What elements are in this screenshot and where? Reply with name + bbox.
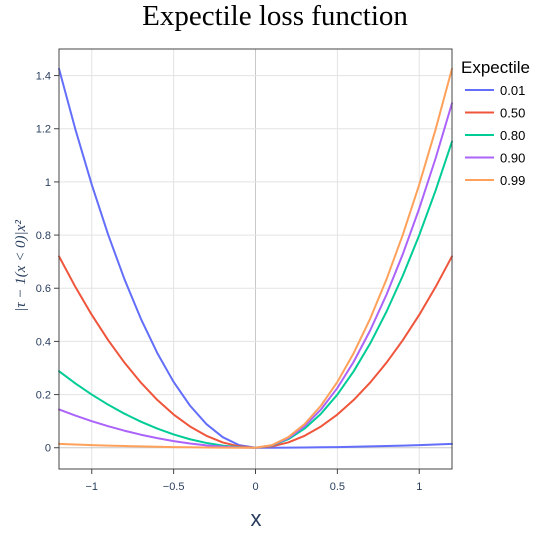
legend-item-0-50[interactable]: 0.50 [465, 106, 525, 121]
series-lines [58, 67, 453, 449]
y-tick-label: 0.2 [36, 390, 51, 402]
legend-item-0-90[interactable]: 0.90 [465, 151, 525, 166]
x-tick-label: 0.5 [330, 481, 345, 493]
legend[interactable]: Expectile 0.01 0.50 0.80 0.90 0.99 [461, 58, 530, 188]
y-axis-label: |τ − 1(x < 0)|x² [13, 220, 29, 312]
y-tick-label: 1.2 [36, 124, 51, 136]
x-axis-label: x [251, 506, 262, 531]
y-tick-label: 0.4 [36, 336, 51, 348]
legend-label: 0.99 [500, 173, 525, 188]
legend-label: 0.80 [500, 128, 525, 143]
axes [54, 75, 420, 474]
y-tick-label: 0 [45, 443, 51, 455]
y-tick-label: 1 [45, 177, 51, 189]
x-tick-labels: −1 −0.5 0 0.5 1 [85, 481, 422, 493]
series-line-0-99[interactable] [58, 67, 453, 449]
y-tick-labels: 0 0.2 0.4 0.6 0.8 1 1.2 1.4 [36, 71, 51, 455]
x-tick-label: −0.5 [163, 481, 185, 493]
y-tick-label: 0.8 [36, 230, 51, 242]
legend-label: 0.50 [500, 106, 525, 121]
legend-item-0-99[interactable]: 0.99 [465, 173, 525, 188]
legend-item-0-01[interactable]: 0.01 [465, 83, 525, 98]
legend-items[interactable]: 0.01 0.50 0.80 0.90 0.99 [465, 83, 525, 188]
legend-title: Expectile [461, 58, 530, 77]
plot-border [58, 48, 453, 470]
legend-label: 0.90 [500, 151, 525, 166]
y-tick-label: 0.6 [36, 283, 51, 295]
legend-item-0-80[interactable]: 0.80 [465, 128, 525, 143]
x-tick-label: −1 [85, 481, 98, 493]
chart-title: Expectile loss function [142, 0, 408, 32]
x-tick-label: 1 [416, 481, 422, 493]
legend-label: 0.01 [500, 83, 525, 98]
x-tick-label: 0 [252, 481, 258, 493]
y-tick-label: 1.4 [36, 71, 51, 83]
